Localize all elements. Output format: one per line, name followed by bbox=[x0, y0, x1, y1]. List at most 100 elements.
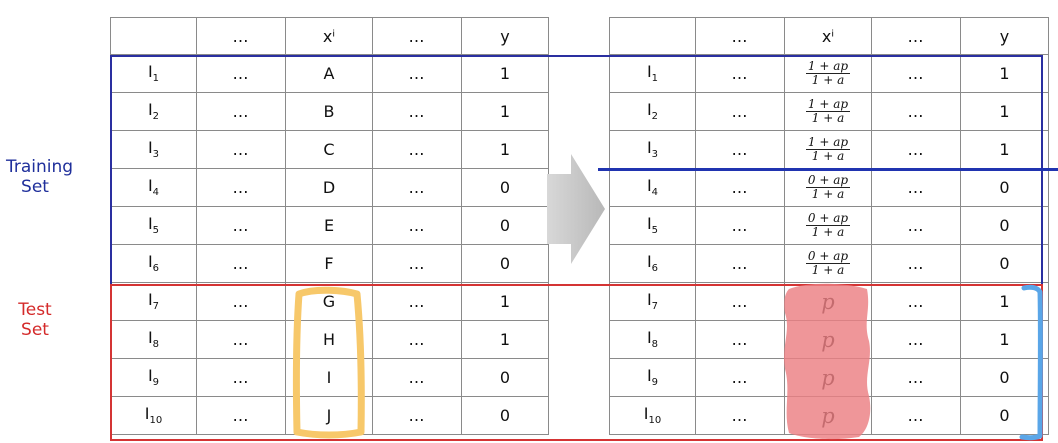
y-cell: 1 bbox=[960, 130, 1049, 169]
dots-cell: … bbox=[196, 282, 286, 321]
dots-cell: … bbox=[695, 358, 785, 397]
dots-cell: … bbox=[695, 168, 785, 207]
y-cell: 0 bbox=[461, 206, 549, 245]
fraction-denominator: 1 + a bbox=[811, 187, 845, 201]
dots-cell: … bbox=[196, 244, 286, 283]
left-table-row: I2… B… 1 bbox=[110, 92, 549, 131]
dots-cell: … bbox=[372, 206, 462, 245]
row-id-cell: I3 bbox=[609, 130, 696, 169]
row-id-cell: I5 bbox=[110, 206, 197, 245]
blue-bracket-mark bbox=[1019, 284, 1043, 441]
right-table-row: I1… 1 + ap 1 + a… 1 bbox=[609, 54, 1049, 93]
dots-cell: … bbox=[196, 396, 286, 435]
dots-cell: … bbox=[196, 168, 286, 207]
encoded-xi-cell: 0 + ap 1 + a bbox=[784, 206, 872, 245]
row-id-cell: I10 bbox=[110, 396, 197, 435]
header-blank bbox=[110, 17, 197, 55]
right-header-row: … xⁱ… y bbox=[609, 17, 1049, 55]
dots-cell: … bbox=[871, 206, 961, 245]
dots-cell: … bbox=[372, 244, 462, 283]
dots-cell: … bbox=[871, 130, 961, 169]
dots-cell: … bbox=[196, 320, 286, 359]
y-cell: 0 bbox=[461, 244, 549, 283]
left-table-row: I4… D… 0 bbox=[110, 168, 549, 207]
y-cell: 1 bbox=[461, 282, 549, 321]
xi-cell: D bbox=[285, 168, 373, 207]
xi-cell: F bbox=[285, 244, 373, 283]
dots-cell: … bbox=[372, 282, 462, 321]
fraction-denominator: 1 + a bbox=[811, 149, 845, 163]
dots-cell: … bbox=[372, 168, 462, 207]
xi-cell: E bbox=[285, 206, 373, 245]
fraction-numerator: 0 + ap bbox=[805, 211, 851, 226]
header-dots-1: … bbox=[196, 17, 286, 55]
dots-cell: … bbox=[695, 282, 785, 321]
header-xi: xⁱ bbox=[285, 17, 373, 55]
dots-cell: … bbox=[196, 130, 286, 169]
left-table-row: I6… F… 0 bbox=[110, 244, 549, 283]
header-dots-2: … bbox=[871, 17, 961, 55]
y-cell: 1 bbox=[461, 54, 549, 93]
fraction-numerator: 1 + ap bbox=[805, 97, 851, 112]
dots-cell: … bbox=[372, 396, 462, 435]
right-table-row: I6… 0 + ap 1 + a… 0 bbox=[609, 244, 1049, 283]
fraction: 0 + ap 1 + a bbox=[805, 173, 851, 201]
left-table-row: I1… A… 1 bbox=[110, 54, 549, 93]
row-id-cell: I4 bbox=[110, 168, 197, 207]
row-id-cell: I9 bbox=[609, 358, 696, 397]
row-id-cell: I2 bbox=[110, 92, 197, 131]
pink-highlight-column bbox=[784, 283, 871, 440]
encoded-xi-cell: 0 + ap 1 + a bbox=[784, 168, 872, 207]
yellow-highlight-column bbox=[292, 286, 365, 439]
transform-arrow-icon bbox=[547, 154, 605, 264]
y-cell: 1 bbox=[960, 92, 1049, 131]
dots-cell: … bbox=[871, 168, 961, 207]
fraction-numerator: 0 + ap bbox=[805, 173, 851, 188]
fraction: 1 + ap 1 + a bbox=[805, 59, 851, 87]
xi-cell: C bbox=[285, 130, 373, 169]
fraction-numerator: 1 + ap bbox=[805, 135, 851, 150]
row-id-cell: I8 bbox=[110, 320, 197, 359]
fraction: 1 + ap 1 + a bbox=[805, 135, 851, 163]
dots-cell: … bbox=[372, 358, 462, 397]
row-id-cell: I7 bbox=[609, 282, 696, 321]
left-table-row: I3… C… 1 bbox=[110, 130, 549, 169]
fraction-denominator: 1 + a bbox=[811, 111, 845, 125]
header-blank bbox=[609, 17, 696, 55]
dots-cell: … bbox=[372, 130, 462, 169]
dots-cell: … bbox=[695, 244, 785, 283]
blue-strike-line bbox=[598, 168, 1058, 171]
dots-cell: … bbox=[871, 92, 961, 131]
row-id-cell: I1 bbox=[110, 54, 197, 93]
dots-cell: … bbox=[871, 320, 961, 359]
left-header-row: … xⁱ… y bbox=[110, 17, 549, 55]
fraction-denominator: 1 + a bbox=[811, 225, 845, 239]
dots-cell: … bbox=[695, 206, 785, 245]
dots-cell: … bbox=[372, 92, 462, 131]
y-cell: 0 bbox=[461, 168, 549, 207]
row-id-cell: I1 bbox=[609, 54, 696, 93]
dots-cell: … bbox=[196, 54, 286, 93]
header-y: y bbox=[960, 17, 1049, 55]
dots-cell: … bbox=[871, 54, 961, 93]
header-dots-2: … bbox=[372, 17, 462, 55]
y-cell: 1 bbox=[960, 54, 1049, 93]
fraction-denominator: 1 + a bbox=[811, 73, 845, 87]
encoded-xi-cell: 1 + ap 1 + a bbox=[784, 54, 872, 93]
right-table-row: I5… 0 + ap 1 + a… 0 bbox=[609, 206, 1049, 245]
fraction: 0 + ap 1 + a bbox=[805, 250, 851, 277]
row-id-cell: I2 bbox=[609, 92, 696, 131]
fraction-denominator: 1 + a bbox=[811, 263, 845, 277]
fraction: 1 + ap 1 + a bbox=[805, 97, 851, 125]
y-cell: 0 bbox=[461, 396, 549, 435]
row-id-cell: I4 bbox=[609, 168, 696, 207]
row-id-cell: I5 bbox=[609, 206, 696, 245]
row-id-cell: I6 bbox=[609, 244, 696, 283]
dots-cell: … bbox=[372, 54, 462, 93]
y-cell: 0 bbox=[461, 358, 549, 397]
left-table-row: I5… E… 0 bbox=[110, 206, 549, 245]
fraction-numerator: 1 + ap bbox=[805, 59, 851, 74]
header-xi: xⁱ bbox=[784, 17, 872, 55]
row-id-cell: I6 bbox=[110, 244, 197, 283]
dots-cell: … bbox=[372, 320, 462, 359]
